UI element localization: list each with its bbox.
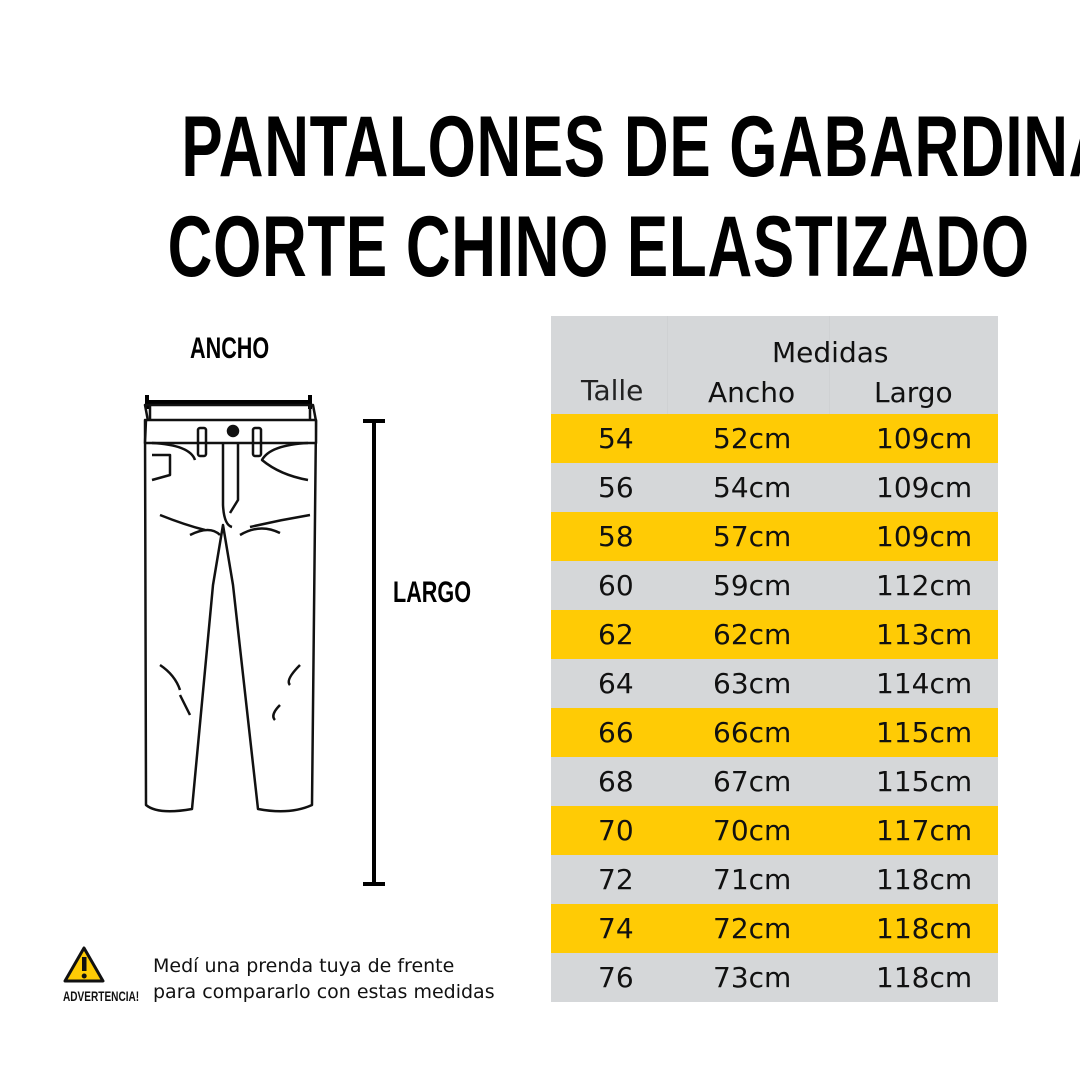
width-label: ANCHO — [190, 332, 300, 366]
cell-largo: 115cm — [876, 765, 973, 798]
cell-ancho: 57cm — [713, 520, 792, 553]
length-label: LARGO — [393, 576, 501, 610]
cell-ancho: 73cm — [713, 961, 792, 994]
cell-talle: 54 — [598, 422, 634, 455]
cell-largo: 109cm — [876, 471, 973, 504]
cell-talle: 68 — [598, 765, 634, 798]
column-header-talle: Talle — [581, 374, 644, 407]
cell-largo: 118cm — [876, 961, 973, 994]
column-divider — [667, 316, 668, 414]
table-row: 56 54cm 109cm — [551, 463, 998, 512]
title-line-1-text: PANTALONES DE GABARDINA — [181, 99, 1080, 195]
cell-ancho: 63cm — [713, 667, 792, 700]
cell-ancho: 66cm — [713, 716, 792, 749]
warning-triangle-icon — [63, 946, 105, 983]
cell-largo: 118cm — [876, 863, 973, 896]
cell-talle: 60 — [598, 569, 634, 602]
cell-ancho: 71cm — [713, 863, 792, 896]
warning-note-line-1: Medí una prenda tuya de frente — [153, 955, 455, 977]
table-header: Medidas Talle Ancho Largo — [551, 316, 998, 414]
length-arrow — [363, 419, 385, 886]
cell-largo: 115cm — [876, 716, 973, 749]
cell-talle: 58 — [598, 520, 634, 553]
length-label-text: LARGO — [393, 576, 471, 609]
cell-talle: 56 — [598, 471, 634, 504]
size-table: Medidas Talle Ancho Largo 54 52cm 109cm 56 5… — [551, 316, 998, 1002]
cell-ancho: 72cm — [713, 912, 792, 945]
cell-ancho: 70cm — [713, 814, 792, 847]
cell-talle: 62 — [598, 618, 634, 651]
cell-largo: 118cm — [876, 912, 973, 945]
pants-illustration-icon — [143, 403, 318, 813]
cell-ancho: 59cm — [713, 569, 792, 602]
title-line-2: CORTE CHINO ELASTIZADO — [0, 204, 1080, 290]
cell-largo: 114cm — [876, 667, 973, 700]
table-body: 54 52cm 109cm 56 54cm 109cm 58 57cm 109cm 60 59cm 1… — [551, 414, 998, 1002]
cell-talle: 70 — [598, 814, 634, 847]
table-row: 66 66cm 115cm — [551, 708, 998, 757]
cell-talle: 76 — [598, 961, 634, 994]
table-row: 68 67cm 115cm — [551, 757, 998, 806]
warning-note-line-2: para compararlo con estas medidas — [153, 981, 495, 1003]
cell-largo: 113cm — [876, 618, 973, 651]
title-line-2-text: CORTE CHINO ELASTIZADO — [167, 199, 1030, 295]
table-row: 72 71cm 118cm — [551, 855, 998, 904]
table-row: 60 59cm 112cm — [551, 561, 998, 610]
table-row: 58 57cm 109cm — [551, 512, 998, 561]
table-row: 64 63cm 114cm — [551, 659, 998, 708]
cell-talle: 72 — [598, 863, 634, 896]
table-row: 54 52cm 109cm — [551, 414, 998, 463]
title-line-1: PANTALONES DE GABARDINA — [0, 104, 1080, 190]
cell-ancho: 52cm — [713, 422, 792, 455]
width-label-text: ANCHO — [190, 332, 270, 365]
warning-label-text: ADVERTENCIA! — [63, 988, 140, 1004]
cell-talle: 74 — [598, 912, 634, 945]
cell-talle: 66 — [598, 716, 634, 749]
cell-largo: 109cm — [876, 520, 973, 553]
column-divider — [829, 316, 830, 414]
group-header-medidas: Medidas — [772, 336, 889, 369]
table-row: 62 62cm 113cm — [551, 610, 998, 659]
table-row: 76 73cm 118cm — [551, 953, 998, 1002]
cell-ancho: 67cm — [713, 765, 792, 798]
cell-largo: 109cm — [876, 422, 973, 455]
cell-largo: 117cm — [876, 814, 973, 847]
column-header-largo: Largo — [874, 376, 953, 409]
table-row: 70 70cm 117cm — [551, 806, 998, 855]
cell-ancho: 54cm — [713, 471, 792, 504]
column-header-ancho: Ancho — [708, 376, 796, 409]
cell-ancho: 62cm — [713, 618, 792, 651]
warning-label: ADVERTENCIA! — [63, 988, 169, 1004]
table-row: 74 72cm 118cm — [551, 904, 998, 953]
cell-largo: 112cm — [876, 569, 973, 602]
cell-talle: 64 — [598, 667, 634, 700]
